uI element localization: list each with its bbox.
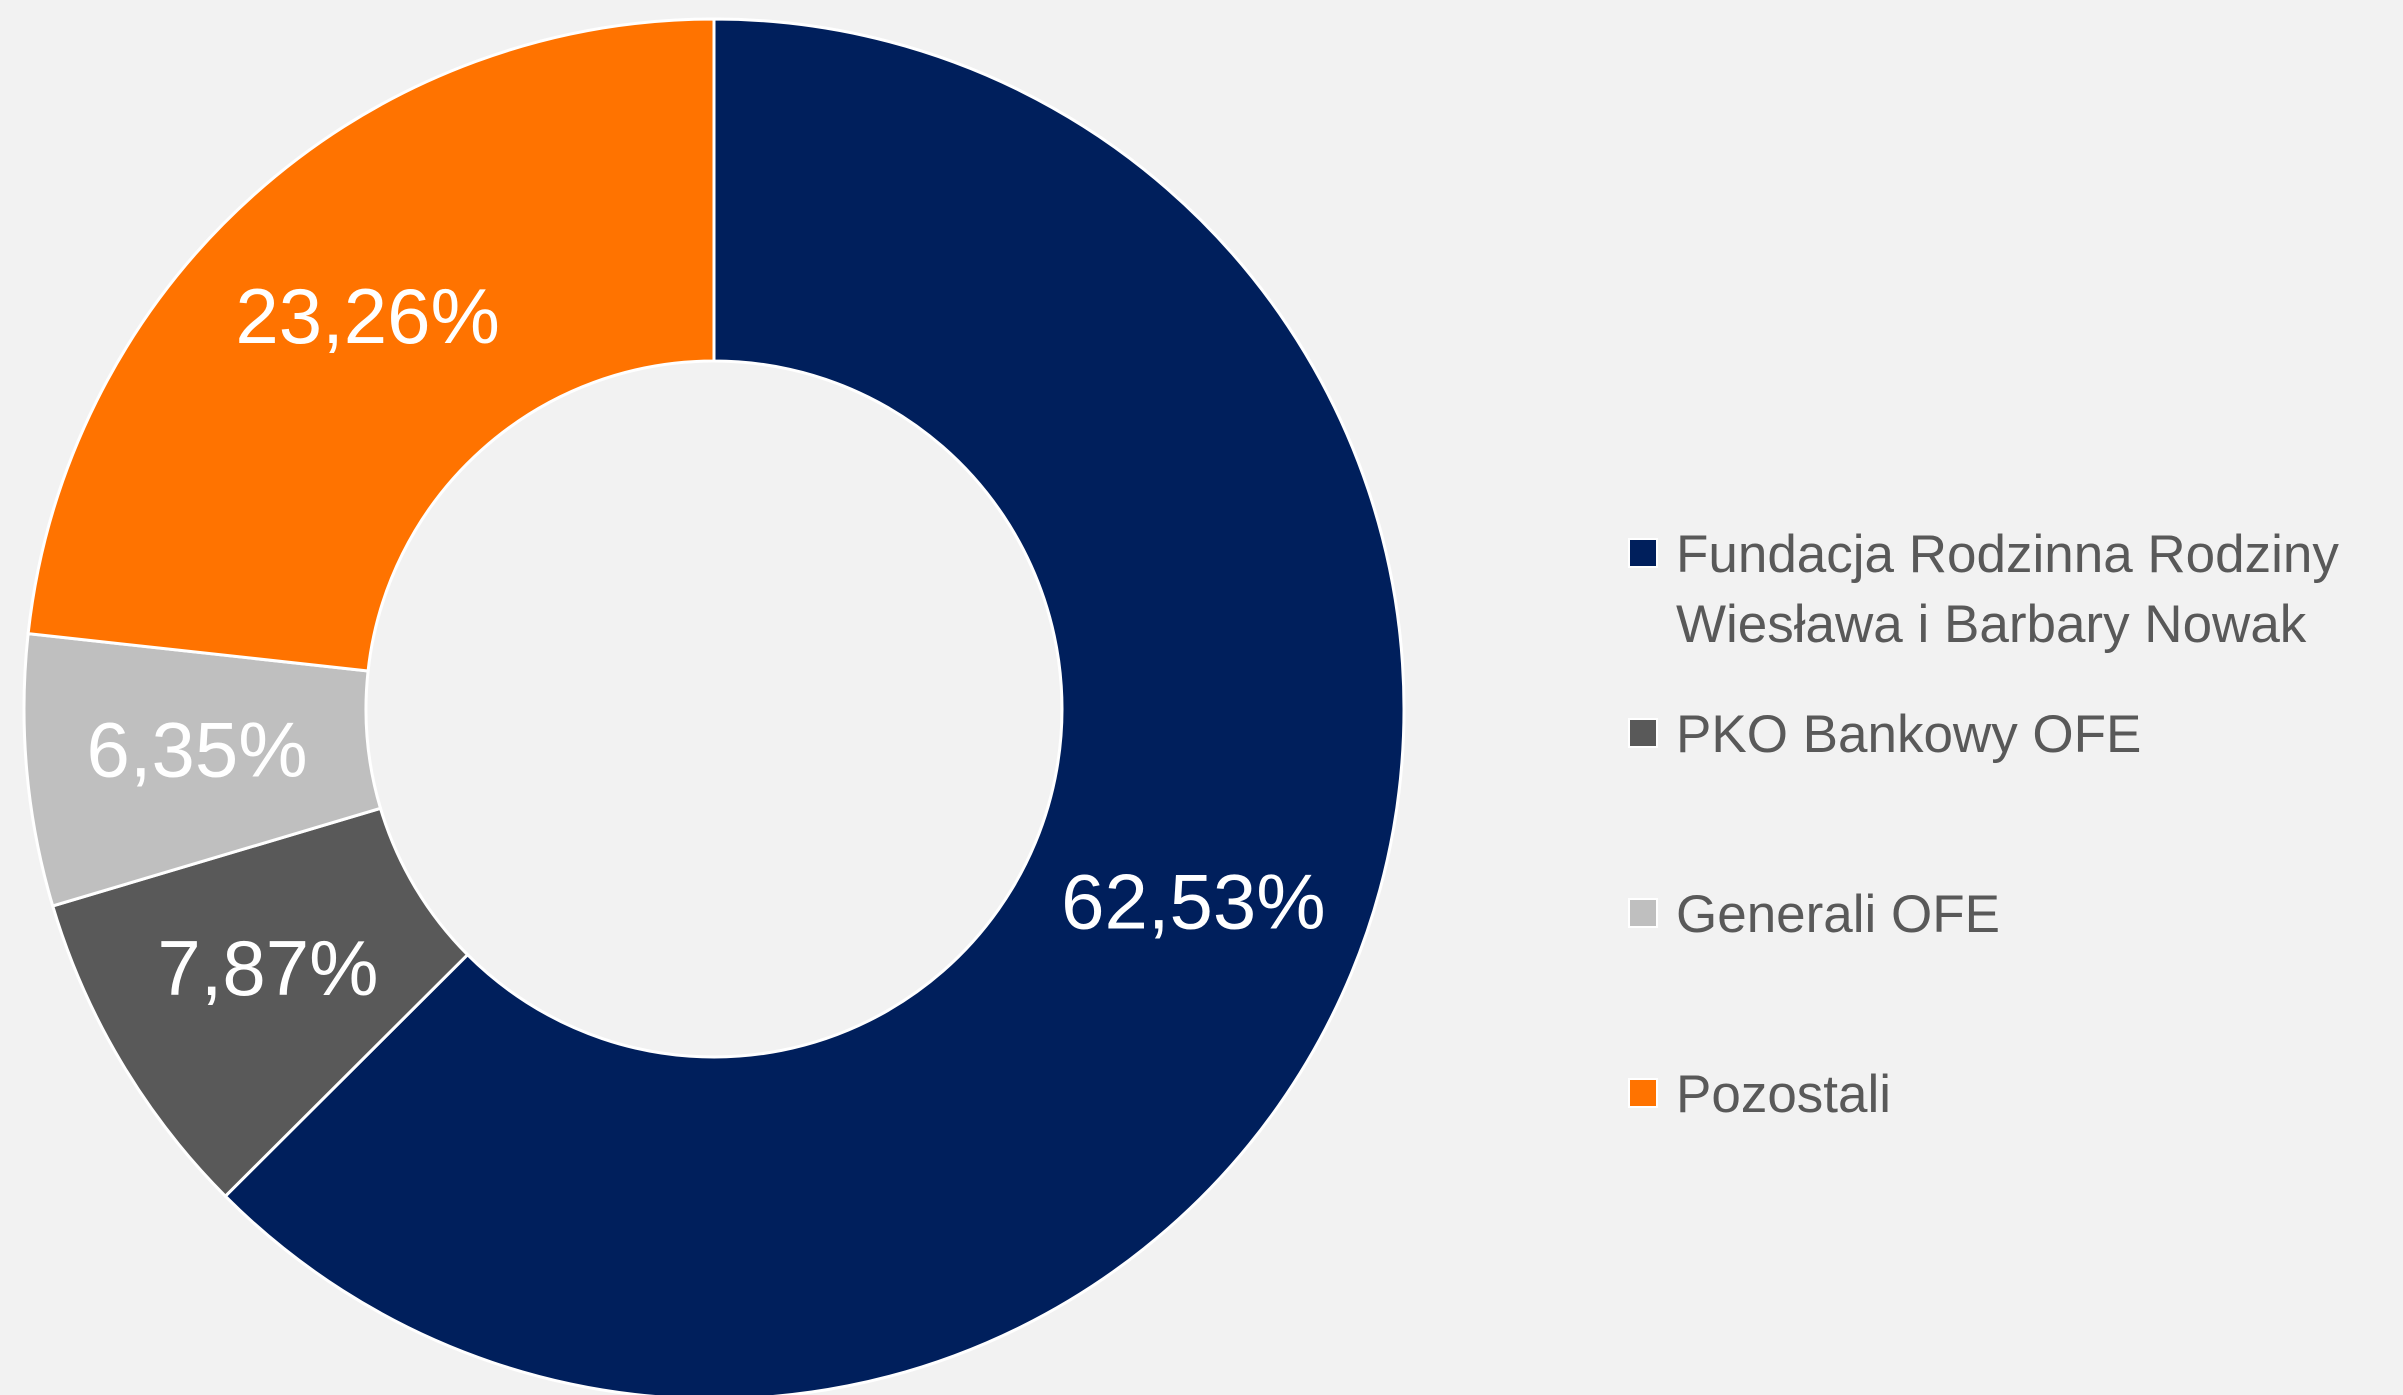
legend-item: PKO Bankowy OFE — [1628, 700, 2391, 770]
data-label: 23,26% — [235, 272, 500, 360]
legend-swatch — [1628, 1078, 1658, 1108]
legend-item: Fundacja Rodzinna Rodziny Wiesława i Bar… — [1628, 520, 2391, 660]
legend-label: Generali OFE — [1676, 885, 2001, 944]
legend-swatch — [1628, 718, 1658, 748]
slice — [26, 17, 716, 673]
slice — [223, 17, 1406, 1395]
data-label: 6,35% — [87, 705, 308, 793]
legend-label: Fundacja Rodzinna Rodziny Wiesława i Bar… — [1676, 525, 2339, 654]
legend-item: Pozostali — [1628, 1060, 2391, 1130]
legend-swatch — [1628, 898, 1658, 928]
legend-swatch — [1628, 538, 1658, 568]
data-label: 62,53% — [1061, 858, 1326, 946]
legend-label: Pozostali — [1676, 1065, 1892, 1124]
legend-item: Generali OFE — [1628, 880, 2391, 950]
data-label: 7,87% — [157, 924, 378, 1012]
legend-label: PKO Bankowy OFE — [1676, 705, 2142, 764]
